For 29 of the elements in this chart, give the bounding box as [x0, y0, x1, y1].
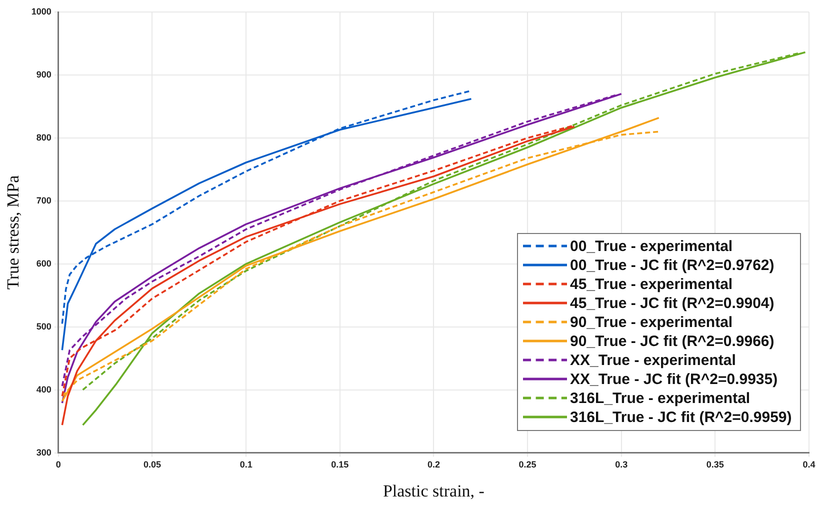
y-tick-label: 300 — [36, 447, 52, 458]
legend-label: 90_True - experimental — [570, 312, 733, 332]
y-tick-label: 500 — [36, 321, 52, 332]
x-tick-label: 0.2 — [427, 460, 440, 470]
x-tick-label: 0.05 — [143, 460, 162, 470]
y-tick-label: 1000 — [31, 6, 52, 16]
legend-label: 316L_True - experimental — [570, 388, 750, 408]
y-tick-label: 800 — [36, 132, 52, 142]
x-tick-label: 0.4 — [802, 460, 816, 470]
x-tick-label: 0.3 — [615, 460, 628, 470]
legend-label: 45_True - JC fit (R^2=0.9904) — [570, 294, 774, 313]
y-tick-label: 400 — [36, 384, 52, 394]
legend-label: 45_True - experimental — [570, 274, 733, 294]
y-tick-label: 900 — [36, 69, 52, 80]
x-tick-label: 0 — [56, 460, 61, 470]
legend-label: 00_True - experimental — [570, 236, 733, 256]
x-axis-title: Plastic strain, - — [382, 481, 485, 500]
x-tick-label: 0.35 — [706, 460, 724, 470]
legend-label: XX_True - experimental — [570, 350, 736, 370]
legend-label: 90_True - JC fit (R^2=0.9966) — [570, 332, 774, 351]
y-axis-title: True stress, MPa — [4, 174, 23, 290]
x-tick-label: 0.1 — [240, 460, 252, 470]
legend-label: 316L_True - JC fit (R^2=0.9959) — [570, 408, 792, 427]
x-tick-label: 0.25 — [518, 460, 536, 470]
legend-label: XX_True - JC fit (R^2=0.9935) — [570, 370, 778, 389]
y-tick-label: 600 — [36, 258, 52, 268]
x-tick-label: 0.15 — [331, 460, 349, 470]
y-tick-label: 700 — [36, 195, 52, 206]
legend-label: 00_True - JC fit (R^2=0.9762) — [570, 256, 774, 275]
